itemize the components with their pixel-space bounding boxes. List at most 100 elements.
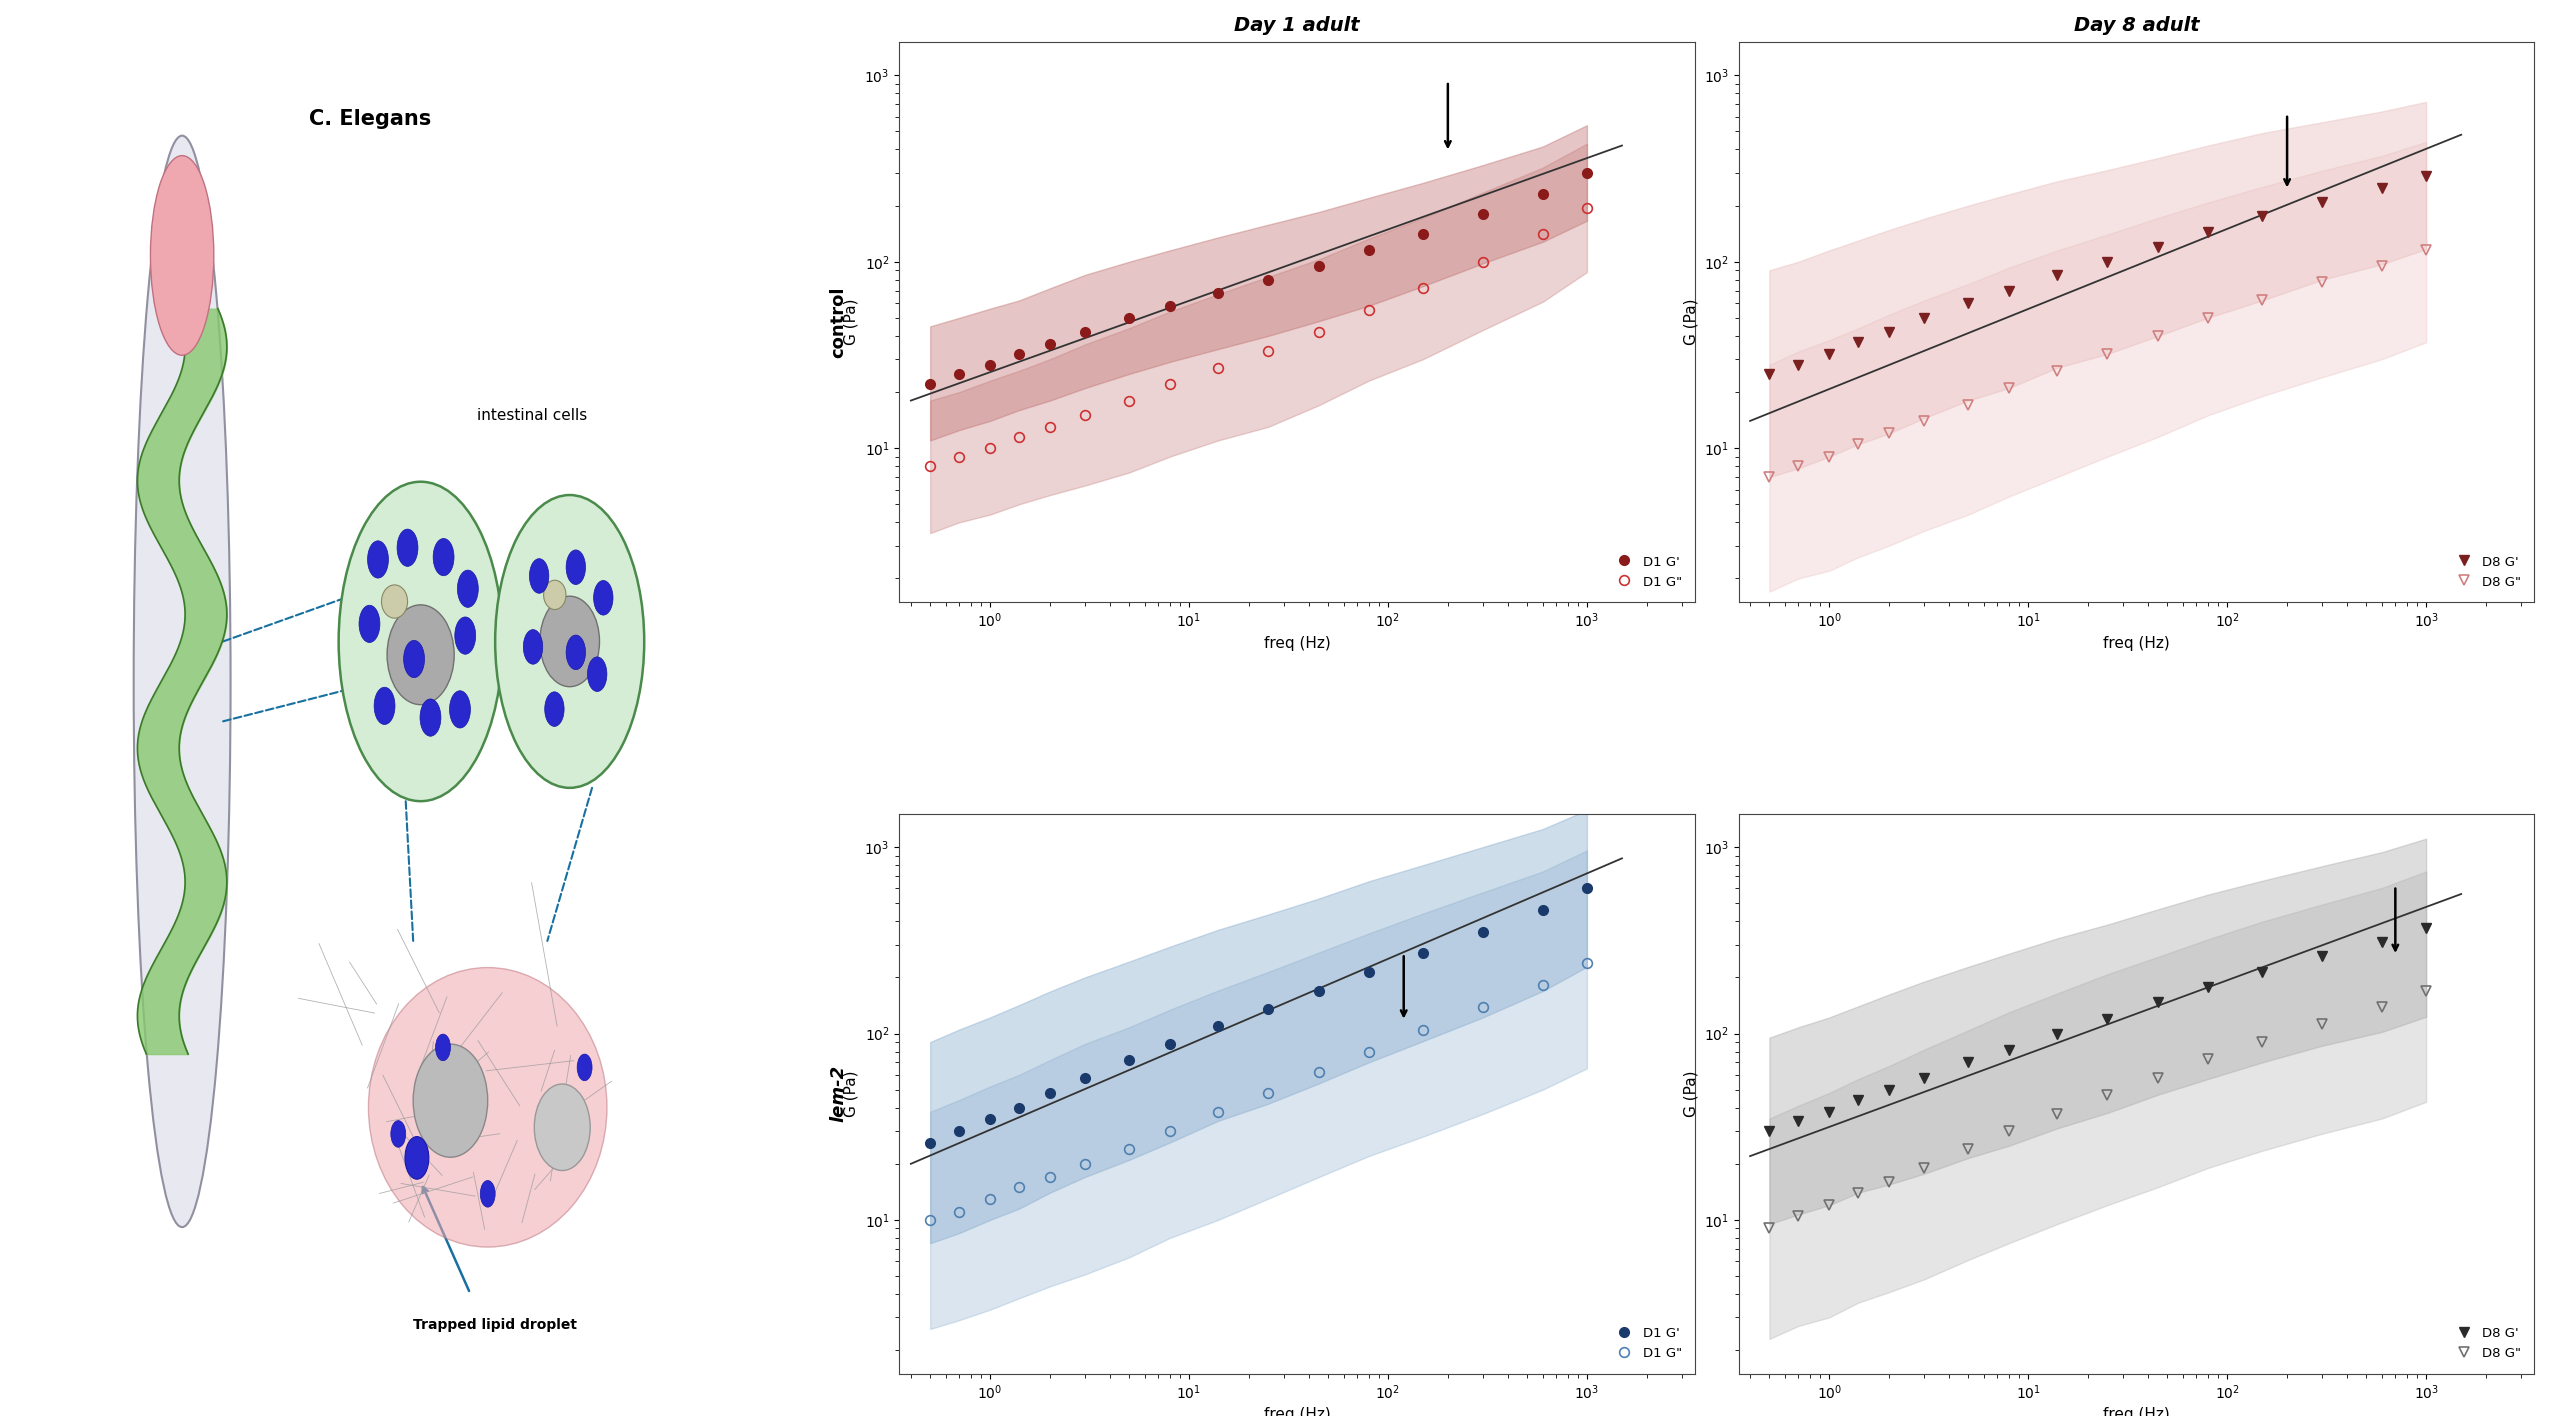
- D1 G": [945, 449, 975, 466]
- Text: C. Elegans: C. Elegans: [310, 109, 430, 129]
- Line: D8 G": D8 G": [1764, 245, 2432, 481]
- D8 G': [2412, 167, 2442, 184]
- Circle shape: [481, 1181, 494, 1206]
- D8 G': [2191, 224, 2222, 241]
- D8 G": [2365, 258, 2396, 275]
- D8 G": [1874, 425, 1905, 442]
- D8 G': [1815, 1103, 1846, 1120]
- D1 G': [1408, 944, 1439, 961]
- Circle shape: [530, 559, 548, 593]
- D1 G": [1034, 1168, 1065, 1185]
- D8 G": [2043, 1106, 2074, 1123]
- D8 G": [1754, 469, 1784, 486]
- D1 G': [1303, 258, 1334, 275]
- Circle shape: [458, 571, 479, 607]
- D1 G": [914, 1212, 945, 1229]
- Circle shape: [456, 617, 476, 654]
- D1 G': [1070, 1069, 1101, 1086]
- D8 G": [1843, 436, 1874, 453]
- D8 G": [2143, 327, 2173, 344]
- Circle shape: [404, 1137, 430, 1180]
- D8 G': [2307, 947, 2337, 964]
- Text: Trapped lipid droplet: Trapped lipid droplet: [412, 1318, 576, 1331]
- D1 G': [1252, 272, 1283, 289]
- D1 G": [1572, 954, 1603, 971]
- D1 G": [1572, 200, 1603, 217]
- D8 G': [1953, 295, 1984, 312]
- Y-axis label: G (Pa): G (Pa): [1682, 1070, 1697, 1117]
- D1 G': [914, 375, 945, 392]
- D1 G": [1354, 302, 1385, 319]
- D8 G": [2412, 242, 2442, 259]
- Ellipse shape: [412, 1044, 489, 1157]
- D1 G': [945, 1123, 975, 1140]
- Circle shape: [566, 634, 586, 670]
- D1 G": [975, 439, 1006, 456]
- D8 G': [2043, 1025, 2074, 1042]
- D8 G": [1910, 1160, 1940, 1177]
- D8 G": [2248, 292, 2278, 309]
- Ellipse shape: [369, 967, 607, 1247]
- D1 G": [1303, 323, 1334, 340]
- D1 G": [1114, 392, 1144, 409]
- Ellipse shape: [381, 585, 407, 619]
- D1 G': [1155, 1035, 1185, 1052]
- D8 G": [1910, 412, 1940, 429]
- Line: D1 G": D1 G": [924, 202, 1592, 472]
- D1 G': [1203, 1017, 1234, 1034]
- D8 G": [1784, 1208, 1815, 1225]
- Ellipse shape: [540, 596, 599, 687]
- D1 G': [975, 1110, 1006, 1127]
- D1 G": [1004, 1178, 1034, 1195]
- D8 G': [1843, 1092, 1874, 1109]
- D8 G': [1843, 334, 1874, 351]
- D1 G': [1114, 1052, 1144, 1069]
- D8 G': [1784, 357, 1815, 374]
- D8 G': [1994, 1041, 2025, 1058]
- D8 G": [1994, 379, 2025, 396]
- D8 G": [2092, 346, 2122, 362]
- Ellipse shape: [133, 136, 230, 1228]
- D1 G': [1572, 879, 1603, 896]
- D8 G': [2092, 1010, 2122, 1027]
- D8 G": [2307, 1015, 2337, 1032]
- D8 G": [1994, 1123, 2025, 1140]
- Ellipse shape: [494, 496, 645, 787]
- D1 G': [1203, 285, 1234, 302]
- Circle shape: [576, 1054, 591, 1080]
- D8 G': [1754, 365, 1784, 382]
- Line: D8 G': D8 G': [1764, 171, 2432, 379]
- D1 G": [1354, 1044, 1385, 1061]
- D8 G": [2143, 1069, 2173, 1086]
- D8 G': [1815, 346, 1846, 362]
- Line: D1 G': D1 G': [924, 884, 1592, 1147]
- X-axis label: freq (Hz): freq (Hz): [1265, 636, 1331, 650]
- D8 G': [1994, 282, 2025, 299]
- D1 G": [1252, 343, 1283, 360]
- Circle shape: [545, 692, 563, 726]
- Circle shape: [451, 691, 471, 728]
- D1 G": [945, 1204, 975, 1221]
- Y-axis label: G (Pa): G (Pa): [845, 299, 860, 346]
- D1 G': [1004, 1099, 1034, 1116]
- D8 G": [1843, 1184, 1874, 1201]
- D8 G': [2365, 178, 2396, 195]
- D8 G": [1874, 1174, 1905, 1191]
- Circle shape: [433, 538, 453, 576]
- Ellipse shape: [535, 1085, 591, 1171]
- D8 G': [1874, 1082, 1905, 1099]
- D8 G': [2412, 919, 2442, 936]
- Circle shape: [374, 687, 394, 725]
- D8 G': [1910, 1069, 1940, 1086]
- D1 G': [975, 357, 1006, 374]
- Y-axis label: G (Pa): G (Pa): [1682, 299, 1697, 346]
- D1 G': [1528, 185, 1559, 202]
- D1 G': [1004, 346, 1034, 362]
- Line: D8 G': D8 G': [1764, 923, 2432, 1136]
- Legend: D8 G', D8 G": D8 G', D8 G": [2450, 1320, 2527, 1366]
- D1 G": [1203, 1103, 1234, 1120]
- D1 G": [1408, 280, 1439, 297]
- D1 G': [1303, 983, 1334, 1000]
- Y-axis label: G (Pa): G (Pa): [845, 1070, 860, 1117]
- D1 G': [1114, 309, 1144, 326]
